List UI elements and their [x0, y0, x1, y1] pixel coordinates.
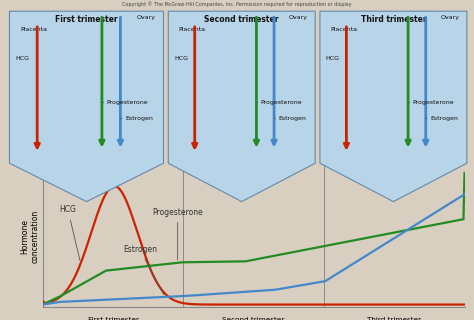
Text: Estrogen: Estrogen — [123, 245, 164, 295]
Text: Progesterone: Progesterone — [152, 208, 203, 260]
Text: Estrogen: Estrogen — [426, 116, 458, 121]
Text: Third trimester: Third trimester — [361, 15, 426, 24]
Polygon shape — [320, 11, 467, 202]
Text: Placenta: Placenta — [330, 27, 357, 32]
Text: HCG: HCG — [326, 56, 340, 61]
Text: Ovary: Ovary — [289, 15, 308, 20]
Text: Placenta: Placenta — [20, 27, 47, 32]
Text: Ovary: Ovary — [137, 15, 156, 20]
Text: HCG: HCG — [16, 56, 30, 61]
Y-axis label: Hormone
concentration: Hormone concentration — [20, 210, 40, 263]
Text: First trimester: First trimester — [55, 15, 118, 24]
Text: Second trimester: Second trimester — [204, 15, 279, 24]
Text: Copyright © The McGraw-Hill Companies, Inc. Permission required for reproduction: Copyright © The McGraw-Hill Companies, I… — [122, 2, 352, 7]
Polygon shape — [9, 11, 164, 202]
Text: HCG: HCG — [174, 56, 188, 61]
Text: Progesterone: Progesterone — [102, 100, 148, 105]
Text: Progesterone: Progesterone — [256, 100, 302, 105]
Text: Placenta: Placenta — [179, 27, 206, 32]
Text: Estrogen: Estrogen — [120, 116, 153, 121]
Text: Estrogen: Estrogen — [274, 116, 306, 121]
Text: Progesterone: Progesterone — [408, 100, 454, 105]
Polygon shape — [168, 11, 315, 202]
Text: HCG: HCG — [60, 205, 80, 260]
Text: Ovary: Ovary — [440, 15, 459, 20]
